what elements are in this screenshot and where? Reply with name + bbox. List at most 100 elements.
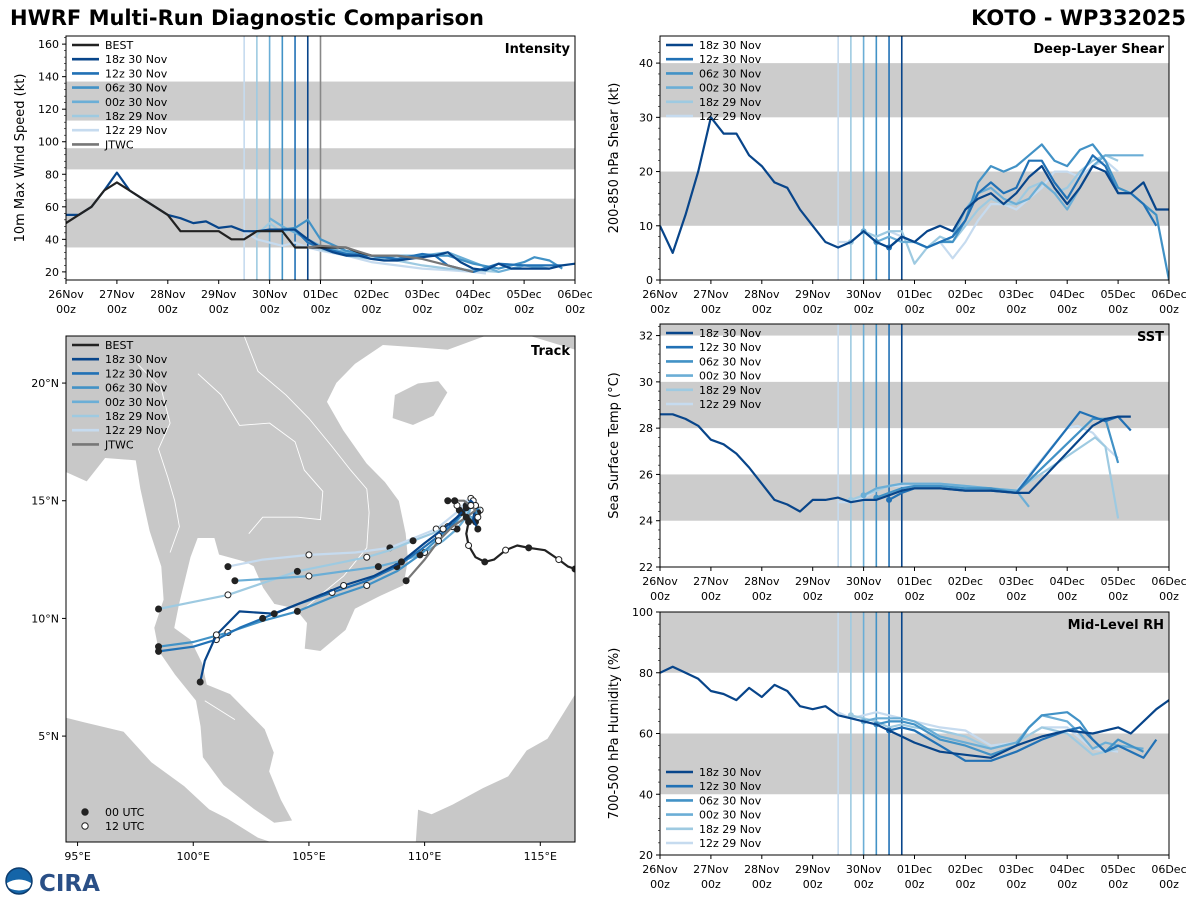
shear-shaded-band <box>660 171 1169 226</box>
shear-xtick-label: 01Dec <box>897 288 932 301</box>
shear-xtick-label-hour: 00z <box>1159 303 1179 316</box>
shear-xtick-label: 28Nov <box>744 288 780 301</box>
shear-ytick-label: 40 <box>639 57 653 70</box>
intensity-xtick-label-hour: 00z <box>209 303 229 316</box>
rh-ytick-label: 80 <box>639 667 653 680</box>
rh-xtick-label-hour: 00z <box>752 878 772 891</box>
land-mass <box>391 380 449 426</box>
rh-ytick-label: 100 <box>632 606 653 619</box>
track-marker-00utc <box>451 497 459 505</box>
shear-ylabel: 200-850 hPa Shear (kt) <box>607 83 622 234</box>
intensity-legend-label: 12z 29 Nov <box>105 124 168 137</box>
track-panel: 95°E 100°E 105°E 110°E 115°E 5°N 10°N 15°N 20°N T… <box>31 335 576 863</box>
rh-xtick-label: 29Nov <box>795 863 831 876</box>
shear-series-00z-30-nov <box>862 154 1144 249</box>
shear-xtick-label-hour: 00z <box>854 303 874 316</box>
intensity-xtick-label-hour: 00z <box>158 303 178 316</box>
track-panel-title: Track <box>531 344 570 359</box>
shear-xtick-label: 06Dec <box>1151 288 1186 301</box>
intensity-series-jtwc <box>307 244 474 273</box>
track-marker-00utc <box>293 567 301 575</box>
shear-legend-label: 00z 30 Nov <box>699 82 762 95</box>
track-map-area <box>66 336 575 842</box>
sst-xtick-label-hour: 00z <box>1159 590 1179 603</box>
intensity-xtick-label: 05Dec <box>506 288 541 301</box>
shear-xtick-label-hour: 00z <box>803 303 823 316</box>
rh-plot-area <box>660 612 1169 855</box>
rh-panel: 20 40 60 80 100 26Nov 00z 27Nov 00z 28Nov 00z 29Nov… <box>607 606 1187 891</box>
rh-series-00z-30-nov <box>863 714 1144 750</box>
rh-panel-title: Mid-Level RH <box>1068 618 1164 633</box>
sst-xtick-label-hour: 00z <box>1057 590 1077 603</box>
intensity-xtick-label: 03Dec <box>405 288 440 301</box>
track-marker-12utc <box>502 546 510 554</box>
track-marker-00utc <box>571 565 575 573</box>
shear-xtick-label: 04Dec <box>1050 288 1085 301</box>
sst-xtick-label-hour: 00z <box>752 590 772 603</box>
track-legend-label: BEST <box>105 339 133 352</box>
rh-init-marker <box>847 712 854 719</box>
intensity-xtick-label: 27Nov <box>99 288 135 301</box>
shear-ytick-label: 30 <box>639 111 653 124</box>
rh-xtick-label: 02Dec <box>948 863 983 876</box>
shear-legend-label: 18z 30 Nov <box>699 39 762 52</box>
shear-xtick-label-hour: 00z <box>752 303 772 316</box>
rh-xtick-label: 03Dec <box>999 863 1034 876</box>
rh-ylabel: 700-500 hPa Humidity (%) <box>607 648 622 820</box>
shear-ytick-label: 20 <box>639 166 653 179</box>
land-mass <box>66 336 575 824</box>
sst-xtick-label-hour: 00z <box>854 590 874 603</box>
track-legend-label: JTWC <box>104 438 134 451</box>
shear-xtick-label: 05Dec <box>1100 288 1135 301</box>
track-legend-label: 00z 30 Nov <box>105 396 168 409</box>
intensity-xtick-label: 30Nov <box>252 288 288 301</box>
track-marker-00utc <box>409 537 417 545</box>
sst-ylabel: Sea Surface Temp (°C) <box>607 372 622 519</box>
cira-logo: CIRA <box>5 867 100 896</box>
rh-xtick-label-hour: 00z <box>854 878 874 891</box>
track-ytick-label: 5°N <box>38 730 59 743</box>
sst-xtick-label: 27Nov <box>693 575 729 588</box>
intensity-plot-area <box>66 36 575 280</box>
shear-panel: 0 10 20 30 40 26Nov 00z 27Nov 00z 28Nov 00z 29Nov 00… <box>607 35 1187 316</box>
rh-xtick-label: 06Dec <box>1151 863 1186 876</box>
shear-ytick-label: 10 <box>639 220 653 233</box>
rh-xtick-label: 27Nov <box>693 863 729 876</box>
shear-xtick-label: 02Dec <box>948 288 983 301</box>
land-mass <box>414 692 575 842</box>
rh-ytick-label: 20 <box>639 849 653 862</box>
rh-legend-label: 06z 30 Nov <box>699 794 762 807</box>
sst-legend-label: 12z 29 Nov <box>699 398 762 411</box>
track-marker-00utc <box>525 544 533 552</box>
track-marker-12utc <box>474 513 482 521</box>
intensity-legend-label: 12z 30 Nov <box>105 67 168 80</box>
country-border <box>204 700 236 720</box>
sst-legend-label: 06z 30 Nov <box>699 355 762 368</box>
sst-xtick-label: 30Nov <box>846 575 882 588</box>
shear-xtick-label-hour: 00z <box>905 303 925 316</box>
intensity-legend-label: 00z 30 Nov <box>105 96 168 109</box>
marker-legend-label: 12 UTC <box>105 820 145 833</box>
shear-xtick-label-hour: 00z <box>956 303 976 316</box>
shear-xtick-label: 30Nov <box>846 288 882 301</box>
intensity-legend-label: 18z 29 Nov <box>105 110 168 123</box>
noaa-wave-icon <box>7 879 31 891</box>
track-marker-00utc <box>196 678 204 686</box>
shear-xtick-label-hour: 00z <box>1108 303 1128 316</box>
sst-xtick-label: 29Nov <box>795 575 831 588</box>
cira-logo-text: CIRA <box>39 871 100 896</box>
rh-xtick-label-hour: 00z <box>1159 878 1179 891</box>
intensity-legend-label: BEST <box>105 39 133 52</box>
intensity-xtick-label-hour: 00z <box>362 303 382 316</box>
sst-init-marker <box>860 492 867 499</box>
shear-legend-label: 12z 29 Nov <box>699 110 762 123</box>
rh-xtick-label-hour: 00z <box>905 878 925 891</box>
sst-ytick-label: 22 <box>639 561 653 574</box>
track-marker-00utc <box>293 607 301 615</box>
shear-legend-label: 18z 29 Nov <box>699 96 762 109</box>
rh-series-18z-30-nov <box>660 665 1169 759</box>
track-marker-00utc <box>259 614 267 622</box>
intensity-ytick-label: 40 <box>45 233 59 246</box>
track-ytick-label: 10°N <box>31 612 59 625</box>
